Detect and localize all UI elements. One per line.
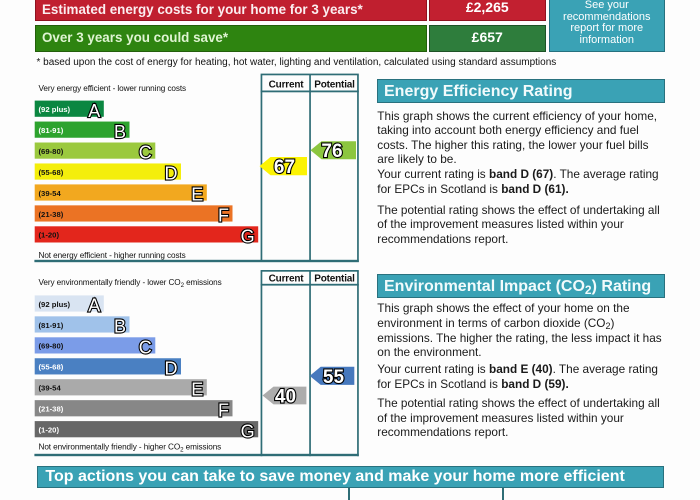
svg-text:55: 55 [323, 367, 345, 388]
svg-text:Not energy efficient - higher: Not energy efficient - higher running co… [39, 251, 186, 260]
svg-text:Very energy efficient - lower: Very energy efficient - lower running co… [39, 84, 187, 93]
svg-text:Potential: Potential [314, 273, 355, 284]
svg-text:G: G [241, 421, 255, 441]
svg-text:C: C [139, 143, 152, 163]
svg-text:D: D [165, 164, 178, 184]
svg-text:A: A [88, 101, 100, 121]
svg-text:G: G [241, 227, 255, 247]
svg-text:(39-54: (39-54 [39, 384, 62, 393]
svg-text:B: B [114, 122, 126, 142]
svg-text:Current: Current [269, 273, 305, 284]
svg-text:B: B [114, 317, 126, 337]
svg-text:67: 67 [274, 157, 295, 178]
svg-text:F: F [218, 400, 229, 420]
svg-text:(21-38): (21-38) [39, 405, 64, 414]
svg-text:(92 plus): (92 plus) [39, 105, 71, 114]
svg-text:Potential: Potential [314, 80, 355, 91]
svg-text:(1-20): (1-20) [39, 426, 60, 435]
svg-text:(81-91): (81-91) [39, 126, 64, 135]
svg-text:E: E [191, 185, 203, 205]
svg-text:E: E [191, 379, 203, 399]
svg-text:(21-38): (21-38) [39, 210, 64, 219]
svg-text:(81-91): (81-91) [39, 321, 64, 330]
svg-text:76: 76 [321, 141, 342, 162]
svg-text:(39-54: (39-54 [39, 189, 62, 198]
svg-text:(55-68): (55-68) [39, 168, 64, 177]
svg-text:(1-20): (1-20) [39, 231, 60, 240]
svg-text:D: D [165, 358, 178, 378]
svg-text:F: F [218, 206, 229, 226]
svg-text:Very environmentally friendly: Very environmentally friendly - lower CO… [39, 278, 222, 289]
svg-text:Not environmentally friendly -: Not environmentally friendly - higher CO… [39, 442, 222, 453]
svg-text:C: C [139, 338, 152, 358]
svg-text:40: 40 [275, 386, 296, 407]
svg-text:(69-80): (69-80) [39, 342, 64, 351]
svg-text:(69-80): (69-80) [39, 147, 64, 156]
svg-text:(55-68): (55-68) [39, 363, 64, 372]
svg-text:(92 plus): (92 plus) [39, 300, 71, 309]
svg-text:Current: Current [269, 80, 305, 91]
svg-text:A: A [88, 296, 100, 316]
